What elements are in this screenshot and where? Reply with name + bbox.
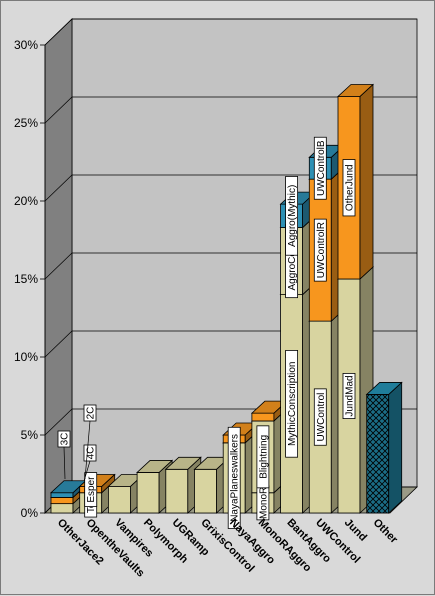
data-label-text: Blightning bbox=[258, 435, 269, 479]
bar-segment-front bbox=[165, 468, 189, 514]
bar-segment-front bbox=[50, 503, 74, 514]
callout-2C: 2C bbox=[83, 404, 97, 480]
data-label-box bbox=[256, 425, 270, 489]
data-label-text: Esper bbox=[86, 476, 97, 503]
data-label-text: AggroControl bbox=[287, 232, 298, 291]
gridline bbox=[44, 18, 417, 46]
callout-text: 3C bbox=[60, 433, 71, 446]
bar-segment-front bbox=[50, 496, 74, 505]
gridline bbox=[44, 174, 417, 202]
callout-leader bbox=[63, 446, 66, 480]
data-label-box bbox=[285, 349, 299, 458]
data-label: Aggro(Mythic) bbox=[285, 176, 299, 256]
bar-segment-front bbox=[194, 468, 217, 514]
data-labels-group: TezzEsperNayaPlaneswalkersMonoRBlightnin… bbox=[57, 136, 356, 529]
data-label-text: UWControl bbox=[316, 393, 327, 442]
data-label-text: UWControlB bbox=[316, 140, 327, 196]
callout-3C: 3C bbox=[57, 430, 71, 480]
y-axis: 0% 5% 10% 15% 20% 25% 30% bbox=[14, 38, 46, 520]
y-tick-label: 25% bbox=[14, 116, 38, 130]
bar-segment-top bbox=[365, 382, 403, 395]
data-label: UWControlB bbox=[313, 136, 327, 200]
data-label-text: JundMad bbox=[345, 375, 356, 416]
bar-segment-front bbox=[50, 492, 74, 498]
data-label: UWControlR bbox=[313, 218, 327, 282]
callout-text: 4C bbox=[86, 447, 97, 460]
data-label-box bbox=[84, 472, 98, 508]
data-label-box bbox=[342, 159, 356, 217]
data-label: Esper bbox=[84, 472, 98, 508]
callout-text: 2C bbox=[86, 407, 97, 420]
bar-segment-side bbox=[359, 83, 374, 280]
bar-segment-front bbox=[366, 394, 390, 514]
data-label: Blightning bbox=[256, 425, 270, 489]
y-tick-label: 5% bbox=[21, 428, 39, 442]
callout-leader bbox=[84, 420, 91, 480]
y-tick-label: 10% bbox=[14, 350, 38, 364]
data-label-text: MythicConscription bbox=[287, 362, 298, 446]
gridline bbox=[44, 96, 417, 124]
data-label: OtherJund bbox=[342, 159, 356, 217]
data-label: MonoR bbox=[256, 485, 269, 521]
y-tick-label: 30% bbox=[14, 38, 38, 52]
y-tick-label: 0% bbox=[21, 506, 39, 520]
data-label-box bbox=[313, 388, 327, 446]
data-label-box bbox=[285, 176, 299, 256]
data-label-box bbox=[313, 218, 327, 282]
x-tick-label: Other bbox=[371, 517, 401, 547]
bar-segment-front bbox=[251, 412, 275, 422]
data-label: NayaPlaneswalkers bbox=[227, 426, 241, 529]
data-label-text: MonoR bbox=[258, 487, 269, 519]
callout-box bbox=[83, 404, 97, 422]
bar-Polymorph bbox=[136, 459, 174, 514]
callout-box bbox=[57, 430, 71, 448]
data-label: JundMad bbox=[342, 372, 356, 419]
data-label-box bbox=[313, 136, 327, 200]
bar-segment-top bbox=[336, 84, 375, 97]
data-label: MythicConscription bbox=[285, 349, 299, 458]
bar-segment-side bbox=[388, 381, 403, 514]
y-tick-label: 20% bbox=[14, 194, 38, 208]
bar-segment-top bbox=[164, 456, 202, 470]
bar-segment-top bbox=[136, 460, 174, 473]
bar-segment-front bbox=[108, 486, 131, 514]
data-label-box bbox=[227, 426, 241, 529]
y-tick-label: 15% bbox=[14, 272, 38, 286]
data-label-text: UWControlR bbox=[316, 222, 327, 278]
data-label-box bbox=[342, 372, 356, 419]
bar-Other bbox=[365, 381, 403, 514]
data-label-text: OtherJund bbox=[345, 164, 356, 211]
data-label: UWControl bbox=[313, 388, 327, 446]
bar-segment-front bbox=[136, 472, 160, 514]
data-label-text: Aggro(Mythic) bbox=[287, 185, 298, 247]
x-axis: OtherJace2OpentheVaultsVampiresPolymorph… bbox=[55, 517, 400, 580]
data-label-text: NayaPlaneswalkers bbox=[230, 434, 241, 522]
